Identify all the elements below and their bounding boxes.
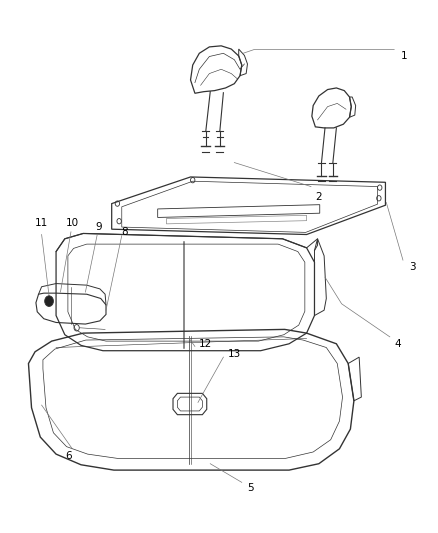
Text: 11: 11 xyxy=(35,218,48,228)
Text: 2: 2 xyxy=(315,192,322,202)
Text: 6: 6 xyxy=(66,451,72,461)
Text: 1: 1 xyxy=(401,51,407,61)
Circle shape xyxy=(45,296,53,306)
Text: 3: 3 xyxy=(410,262,416,271)
Text: 13: 13 xyxy=(228,350,241,359)
Text: 5: 5 xyxy=(247,483,254,492)
Text: 10: 10 xyxy=(66,218,79,228)
Text: 4: 4 xyxy=(394,339,401,349)
Text: 8: 8 xyxy=(121,227,128,237)
Text: 9: 9 xyxy=(95,222,102,232)
Text: 12: 12 xyxy=(199,339,212,349)
